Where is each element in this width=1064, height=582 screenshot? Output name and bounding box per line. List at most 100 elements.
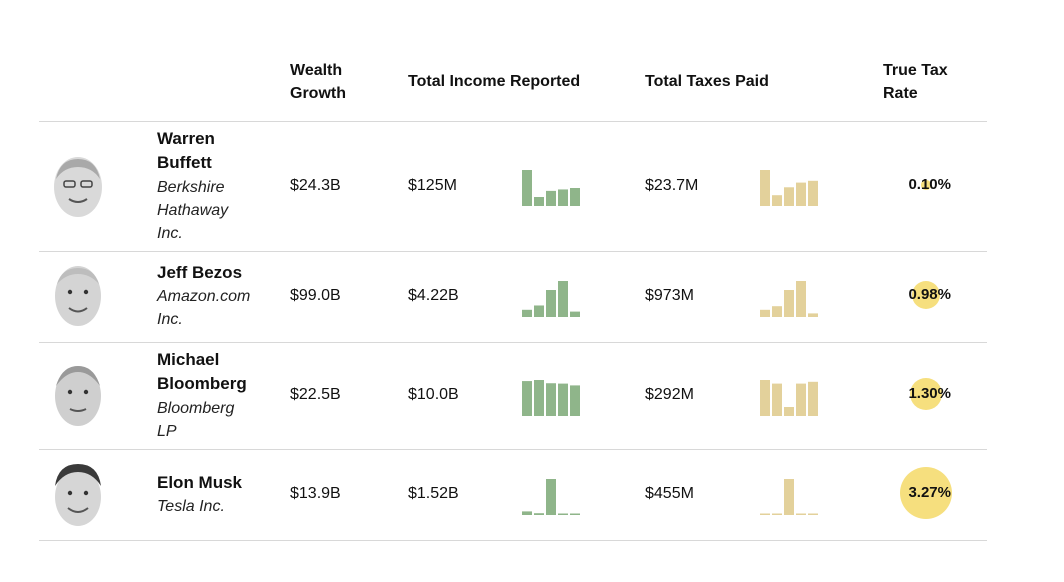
tax-sparkline (760, 170, 818, 206)
income-value: $125M (408, 177, 457, 194)
tax-rate-cell: 0.10% (868, 155, 978, 215)
tax-bar (760, 513, 770, 515)
avatar-portrait-icon (55, 266, 101, 326)
tax-rate-value: 3.27% (908, 484, 951, 501)
income-bar (522, 381, 532, 416)
tax-bar (808, 381, 818, 416)
tax-bar (784, 290, 794, 317)
income-bar (522, 309, 532, 317)
tax-rate-value: 1.30% (908, 385, 951, 402)
taxes-value: $292M (645, 386, 694, 403)
income-bar (546, 383, 556, 416)
tax-rate-cell: 1.30% (868, 364, 978, 424)
income-bar (546, 190, 556, 206)
income-value: $4.22B (408, 287, 459, 304)
taxes-value: $23.7M (645, 177, 699, 194)
tax-bar (796, 383, 806, 416)
income-bar (546, 290, 556, 317)
income-bar (570, 513, 580, 515)
tax-rate-value: 0.98% (908, 286, 951, 303)
tax-bar (808, 513, 818, 515)
tax-bar (760, 380, 770, 416)
tax-rate-bubble (900, 467, 952, 519)
person-name-line: Michael (157, 350, 220, 369)
tax-bar (760, 309, 770, 317)
company-name: Tesla Inc. (157, 495, 277, 518)
header-wealth-growth: Wealth Growth (290, 59, 346, 105)
tax-bar (772, 195, 782, 206)
tax-bar (772, 513, 782, 515)
income-bar (522, 511, 532, 515)
tax-bar (796, 281, 806, 317)
tax-rate-bubble (909, 377, 943, 411)
company-name-line: Inc. (157, 225, 183, 242)
header-wealth-growth-line1: Wealth (290, 62, 343, 79)
tax-sparkline (760, 380, 818, 416)
company-name-line: LP (157, 423, 177, 440)
rule-row-1 (39, 251, 987, 252)
tax-rate-value: 0.10% (908, 176, 951, 193)
person-name: Warren Buffett (157, 127, 277, 175)
income-bar (546, 479, 556, 515)
person-name-line: Warren (157, 129, 215, 148)
income-value: $1.52B (408, 485, 459, 502)
avatar-portrait-icon (55, 464, 101, 526)
tax-rate-cell: 0.98% (868, 265, 978, 325)
income-bar (534, 513, 544, 515)
income-bar (534, 380, 544, 416)
income-bar (558, 189, 568, 206)
person-name: Elon Musk (157, 471, 277, 495)
tax-bar (808, 313, 818, 317)
tax-bar (772, 383, 782, 416)
wealth-growth-value: $99.0B (290, 287, 341, 304)
person-name-line: Bloomberg (157, 374, 247, 393)
income-bar (570, 188, 580, 206)
tax-bar (808, 180, 818, 206)
income-bar (570, 385, 580, 416)
company-name-line: Hathaway (157, 202, 229, 219)
wealth-growth-value: $24.3B (290, 177, 341, 194)
tax-bar (784, 187, 794, 206)
header-rate-line2: Rate (883, 85, 918, 102)
income-sparkline (522, 281, 580, 317)
person-name-line: Elon Musk (157, 473, 243, 492)
person-name: Michael Bloomberg (157, 348, 277, 396)
income-bar (558, 281, 568, 317)
avatar-portrait-icon (55, 366, 101, 426)
taxes-value: $455M (645, 485, 694, 502)
header-income: Total Income Reported (408, 73, 581, 90)
tax-bar (784, 407, 794, 416)
person-name: Jeff Bezos (157, 261, 277, 285)
income-sparkline (522, 170, 580, 206)
income-sparkline (522, 380, 580, 416)
income-sparkline (522, 479, 580, 515)
rule-row-4 (39, 540, 987, 541)
rule-row-3 (39, 449, 987, 450)
tax-rate-bubble (911, 280, 941, 310)
rule-row-2 (39, 342, 987, 343)
header-true-tax-rate: True Tax Rate (883, 59, 948, 105)
tax-rate-bubble (921, 180, 931, 190)
tax-sparkline (760, 479, 818, 515)
company-name: Berkshire Hathaway Inc. (157, 176, 277, 245)
header-rate-line1: True Tax (883, 62, 948, 79)
tax-rate-cell: 3.27% (868, 463, 978, 523)
person-name-line: Jeff Bezos (157, 263, 243, 282)
company-name: Amazon.com Inc. (157, 285, 277, 331)
wealth-growth-value: $22.5B (290, 386, 341, 403)
tax-sparkline (760, 281, 818, 317)
income-bar (534, 305, 544, 317)
company-name-line: Tesla Inc. (157, 498, 225, 515)
header-wealth-growth-line2: Growth (290, 85, 346, 102)
income-bar (558, 383, 568, 416)
income-bar (570, 311, 580, 317)
tax-bar (796, 182, 806, 206)
company-name-line: Berkshire (157, 179, 225, 196)
tax-bar (772, 306, 782, 317)
tax-bar (784, 479, 794, 515)
company-name-line: Bloomberg (157, 400, 235, 417)
taxes-value: $973M (645, 287, 694, 304)
avatar-portrait-icon (54, 157, 102, 217)
header-taxes: Total Taxes Paid (645, 73, 769, 90)
tax-bar (760, 170, 770, 206)
